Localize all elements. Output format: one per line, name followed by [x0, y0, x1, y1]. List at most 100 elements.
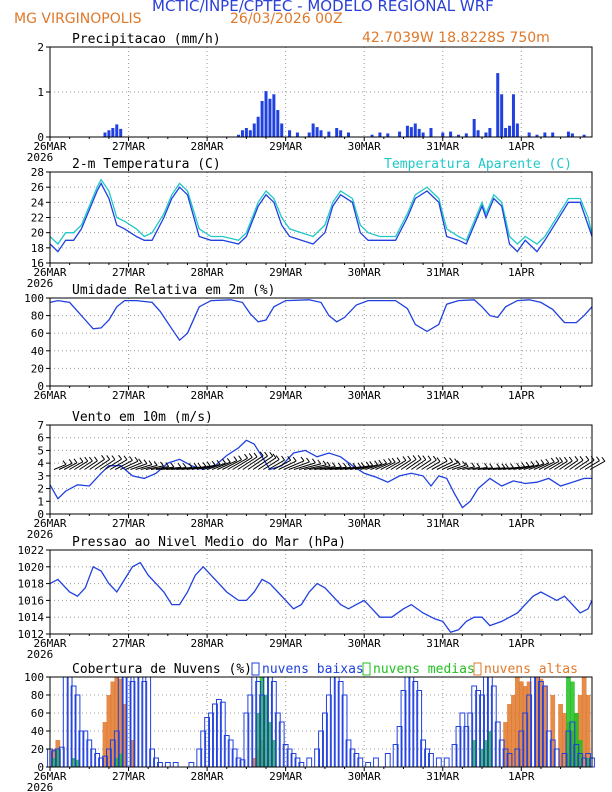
y-tick-label: 60 — [31, 327, 44, 340]
wind-barb — [422, 455, 427, 460]
panel-pres: 1012 1014 1016 1018 1020 1022 26MAR 27MAR 28MAR 2… — [18, 535, 593, 661]
precip-bar — [288, 130, 292, 137]
precip-bar — [456, 134, 460, 137]
wind-barb — [601, 456, 606, 462]
wind-barb — [405, 458, 422, 470]
wind-barb — [370, 462, 387, 470]
cloud-bar-nuvens-altas — [581, 677, 587, 767]
wind-barb — [530, 461, 535, 466]
x-tick-label: 31MAR — [426, 637, 459, 650]
wind-barb — [292, 456, 297, 462]
cloud-bar-nuvens-altas — [550, 695, 556, 767]
precip-bar — [264, 91, 268, 137]
wind-barb — [441, 462, 458, 470]
precip-bar — [339, 130, 343, 137]
cloud-bar-nuvens-medias — [51, 758, 57, 767]
panel-temp: 16 18 20 22 24 26 28 26MAR 27MAR 28MAR 29MAR 30MAR 3… — [27, 157, 593, 290]
legend-swatch — [251, 662, 260, 676]
precip-bar — [429, 128, 433, 137]
wind-barb — [196, 464, 216, 470]
cloud-bar-nuvens-altas — [526, 681, 532, 767]
wind-barb — [402, 456, 407, 461]
x-tick-label: 31MAR — [426, 770, 459, 783]
cloud-bar-nuvens-altas — [507, 704, 512, 767]
wind-barb — [421, 459, 437, 470]
precip-bar — [570, 133, 574, 137]
wind-barb — [275, 455, 280, 460]
x-tick-label: 31MAR — [426, 517, 459, 530]
wind-barb — [508, 466, 525, 470]
precip-bar — [500, 94, 504, 137]
wind-barb — [202, 462, 207, 467]
precip-bar — [405, 125, 409, 137]
precip-bar — [346, 132, 350, 137]
wind-barb — [400, 459, 417, 470]
wind-barb — [518, 464, 535, 470]
wind-barb — [244, 453, 248, 459]
wind-barb — [109, 459, 128, 470]
precip-bar — [543, 132, 547, 137]
cloud-bar-nuvens-altas — [577, 695, 583, 767]
y-tick-label: 7 — [37, 419, 44, 432]
y-tick-label: 1 — [37, 86, 44, 99]
x-tick-label: 27MAR — [112, 637, 145, 650]
wind-barb — [352, 462, 357, 468]
precip-bar — [464, 133, 468, 137]
cloud-bar-nuvens-baixas — [306, 757, 313, 768]
cloud-bar-nuvens-baixas — [188, 762, 195, 768]
x-tick-label: 28MAR — [191, 637, 224, 650]
wind-barb — [273, 459, 291, 470]
wind-barb — [104, 458, 122, 470]
precip-bar — [315, 127, 319, 137]
cloud-bar-nuvens-baixas — [443, 757, 450, 768]
wind-barb — [513, 465, 530, 470]
wind-barb — [74, 460, 89, 470]
wind-barb — [298, 463, 321, 470]
plot-frame — [49, 297, 593, 387]
wind-barb — [563, 456, 568, 462]
wind-barb — [193, 462, 198, 468]
x-year-label: 2026 — [27, 528, 54, 541]
wind-barb — [300, 456, 305, 462]
cloud-bar-nuvens-altas — [106, 695, 112, 767]
precip-bar — [327, 131, 331, 137]
cloud-bar-nuvens-medias — [471, 740, 477, 767]
cloud-bar-nuvens-medias — [75, 759, 80, 767]
x-year-label: 2026 — [27, 151, 54, 164]
x-tick-label: 26MAR — [33, 770, 66, 783]
wind-barb — [355, 464, 373, 470]
cloud-bar-nuvens-altas — [503, 722, 508, 767]
cloud-bar-nuvens-medias — [483, 740, 489, 767]
panel-title: Cobertura de Nuvens (%) — [72, 662, 252, 677]
wind-barb — [247, 455, 268, 470]
wind-barb — [222, 459, 242, 470]
precip-bar — [119, 128, 123, 137]
cloud-bar-nuvens-medias — [55, 749, 61, 767]
wind-barb — [217, 460, 238, 470]
panel-cloud: 0 20 40 60 80 100 26MAR 27MAR 28MAR 29MAR 30MAR 31M… — [24, 662, 595, 792]
y-tick-label: 1 — [37, 495, 44, 508]
y-tick-label: 1014 — [18, 611, 45, 624]
x-tick-label: 27MAR — [112, 517, 145, 530]
wind-barb — [311, 458, 316, 464]
wind-barb — [89, 456, 93, 462]
precip-bar — [248, 130, 252, 137]
wind-barb — [309, 465, 331, 470]
x-tick-label: 29MAR — [269, 770, 302, 783]
x-tick-label: 29MAR — [269, 637, 302, 650]
precip-bar — [335, 128, 339, 137]
cloud-bar-nuvens-baixas — [384, 753, 391, 768]
wind-barb — [564, 459, 579, 470]
wind-barb — [510, 463, 514, 468]
wind-barb — [545, 458, 550, 464]
cloud-bar-nuvens-altas — [118, 678, 124, 767]
y-tick-label: 20 — [31, 227, 44, 240]
wind-barb — [135, 464, 153, 470]
precip-bar — [115, 124, 119, 137]
cloud-bar-nuvens-altas — [522, 686, 528, 767]
wind-barb — [387, 458, 392, 463]
wind-barb — [523, 464, 540, 470]
precip-bar — [496, 73, 500, 137]
y-tick-label: 100 — [24, 671, 44, 684]
wind-barb — [396, 457, 401, 462]
